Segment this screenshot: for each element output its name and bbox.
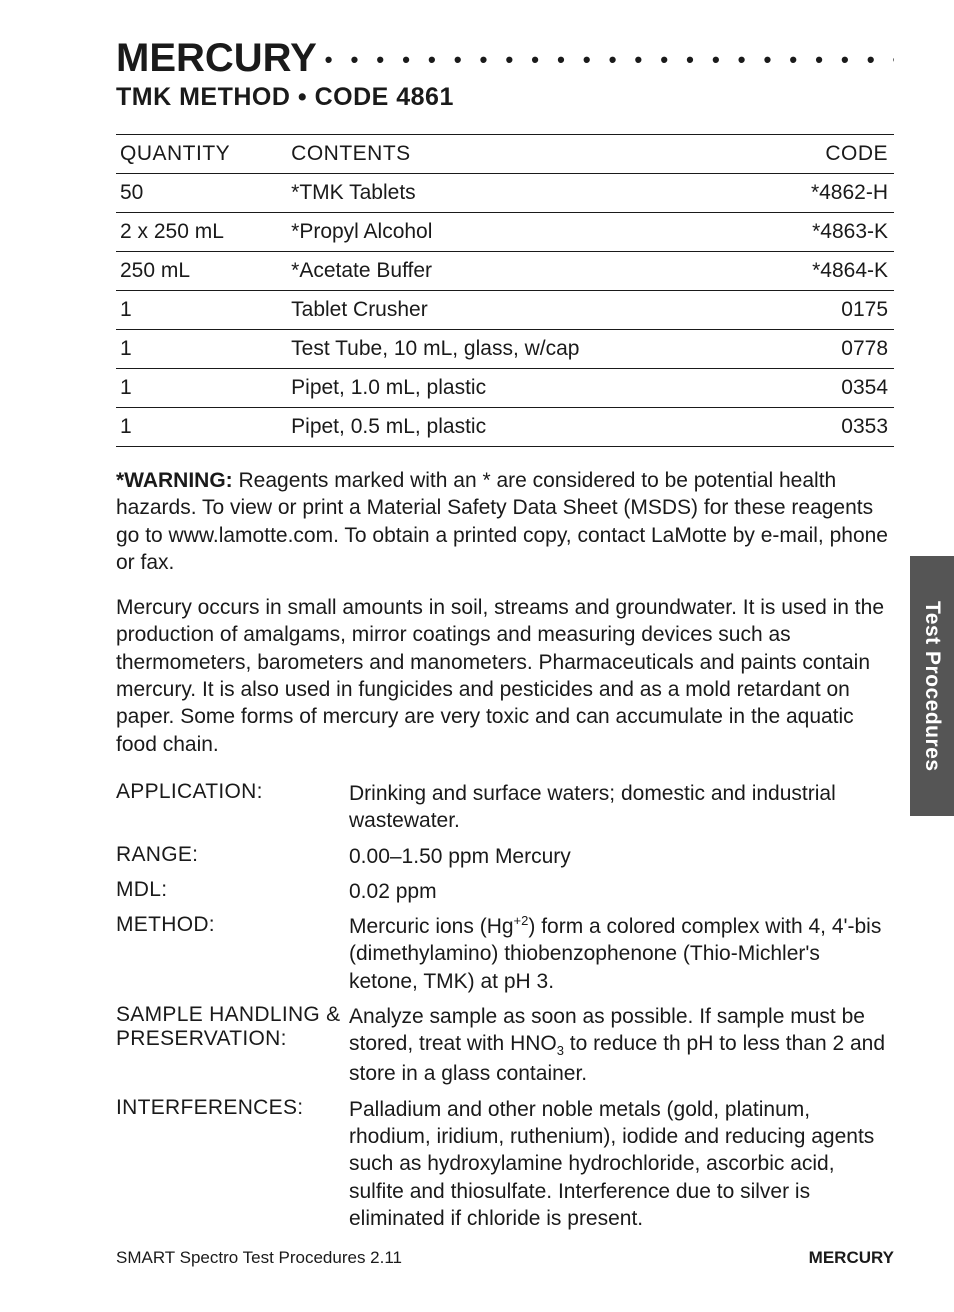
table-row: 1 Tablet Crusher 0175	[116, 291, 894, 330]
table-row: 1 Pipet, 0.5 mL, plastic 0353	[116, 408, 894, 447]
cell-contents: Pipet, 0.5 mL, plastic	[287, 408, 707, 447]
page-body: MERCURY • • • • • • • • • • • • • • • • …	[0, 0, 954, 1272]
cell-qty: 250 mL	[116, 252, 287, 291]
page-title: MERCURY	[116, 36, 317, 81]
cell-qty: 1	[116, 330, 287, 369]
cell-contents: *Propyl Alcohol	[287, 213, 707, 252]
page-subtitle: TMK METHOD • CODE 4861	[116, 83, 894, 112]
footer-left: SMART Spectro Test Procedures 2.11	[116, 1248, 402, 1268]
spec-value-sample: Analyze sample as soon as possible. If s…	[349, 1003, 894, 1088]
cell-code: 0175	[707, 291, 894, 330]
cell-contents: Tablet Crusher	[287, 291, 707, 330]
spec-value-range: 0.00–1.50 ppm Mercury	[349, 843, 894, 870]
spec-value-interferences: Palladium and other noble metals (gold, …	[349, 1096, 894, 1232]
method-pre: Mercuric ions (Hg	[349, 915, 514, 938]
spec-value-mdl: 0.02 ppm	[349, 878, 894, 905]
th-quantity: QUANTITY	[116, 135, 287, 174]
cell-qty: 1	[116, 291, 287, 330]
cell-contents: Test Tube, 10 mL, glass, w/cap	[287, 330, 707, 369]
title-dots: • • • • • • • • • • • • • • • • • • • • …	[325, 47, 894, 73]
cell-qty: 1	[116, 369, 287, 408]
spec-label-mdl: MDL:	[116, 878, 341, 905]
spec-label-interferences: INTERFERENCES:	[116, 1096, 341, 1232]
table-row: 1 Pipet, 1.0 mL, plastic 0354	[116, 369, 894, 408]
cell-contents: Pipet, 1.0 mL, plastic	[287, 369, 707, 408]
page-footer: SMART Spectro Test Procedures 2.11 MERCU…	[116, 1248, 894, 1268]
table-row: 50 *TMK Tablets *4862-H	[116, 174, 894, 213]
table-header-row: QUANTITY CONTENTS CODE	[116, 135, 894, 174]
cell-qty: 2 x 250 mL	[116, 213, 287, 252]
spec-label-sample: SAMPLE HANDLING & PRESERVATION:	[116, 1003, 341, 1088]
intro-paragraph: Mercury occurs in small amounts in soil,…	[116, 594, 894, 758]
spec-label-application: APPLICATION:	[116, 780, 341, 835]
cell-code: 0354	[707, 369, 894, 408]
title-row: MERCURY • • • • • • • • • • • • • • • • …	[116, 36, 894, 81]
side-tab: Test Procedures	[910, 556, 954, 816]
footer-right: MERCURY	[809, 1248, 894, 1268]
spec-value-application: Drinking and surface waters; domestic an…	[349, 780, 894, 835]
cell-code: *4864-K	[707, 252, 894, 291]
cell-code: 0778	[707, 330, 894, 369]
warning-label: *WARNING:	[116, 469, 233, 492]
cell-code: *4863-K	[707, 213, 894, 252]
cell-qty: 50	[116, 174, 287, 213]
table-row: 1 Test Tube, 10 mL, glass, w/cap 0778	[116, 330, 894, 369]
sample-sub: 3	[557, 1044, 564, 1059]
spec-table: APPLICATION: Drinking and surface waters…	[116, 780, 894, 1232]
method-sup: +2	[514, 913, 529, 928]
th-code: CODE	[707, 135, 894, 174]
cell-contents: *Acetate Buffer	[287, 252, 707, 291]
spec-value-method: Mercuric ions (Hg+2) form a colored comp…	[349, 913, 894, 995]
spec-label-range: RANGE:	[116, 843, 341, 870]
table-row: 2 x 250 mL *Propyl Alcohol *4863-K	[116, 213, 894, 252]
spec-label-method: METHOD:	[116, 913, 341, 995]
cell-contents: *TMK Tablets	[287, 174, 707, 213]
cell-code: *4862-H	[707, 174, 894, 213]
contents-table: QUANTITY CONTENTS CODE 50 *TMK Tablets *…	[116, 134, 894, 447]
warning-paragraph: *WARNING: Reagents marked with an * are …	[116, 467, 894, 576]
th-contents: CONTENTS	[287, 135, 707, 174]
cell-code: 0353	[707, 408, 894, 447]
warning-text: Reagents marked with an * are considered…	[116, 469, 888, 574]
table-row: 250 mL *Acetate Buffer *4864-K	[116, 252, 894, 291]
cell-qty: 1	[116, 408, 287, 447]
